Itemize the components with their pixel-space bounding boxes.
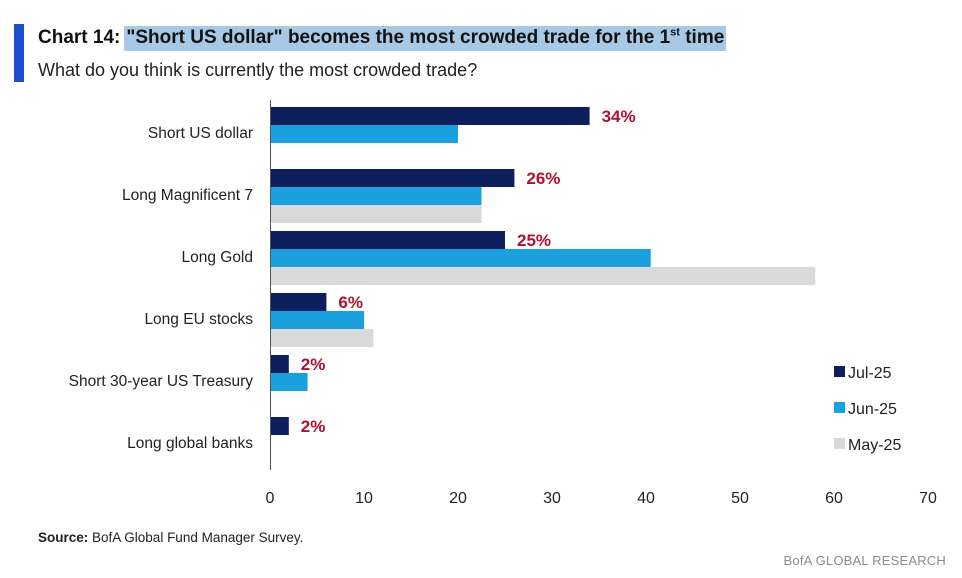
bar-may-25-3	[270, 329, 374, 347]
brand-footer: BofA GLOBAL RESEARCH	[783, 553, 946, 568]
legend-label: Jun-25	[848, 401, 897, 418]
x-tick-label: 70	[919, 490, 937, 507]
legend-swatch-jun-25	[834, 402, 845, 413]
source-label: Source:	[38, 530, 89, 545]
bar-may-25-2	[270, 267, 816, 285]
title-end: time	[679, 27, 725, 48]
data-label: 26%	[526, 169, 560, 188]
bar-jul-25-3	[270, 293, 327, 311]
title-main: "Short US dollar" becomes the most crowd…	[126, 27, 671, 48]
category-label: Short US dollar	[148, 125, 253, 142]
bar-jul-25-1	[270, 169, 515, 187]
x-tick-label: 10	[355, 490, 373, 507]
chart-subtitle: What do you think is currently the most …	[38, 60, 478, 80]
bar-jun-25-0	[270, 125, 458, 143]
data-label: 2%	[301, 417, 326, 436]
x-tick-label: 0	[266, 490, 275, 507]
data-label: 2%	[301, 355, 326, 374]
category-label: Long EU stocks	[144, 311, 253, 328]
source-text: BofA Global Fund Manager Survey.	[88, 530, 304, 545]
x-tick-label: 50	[731, 490, 749, 507]
legend-label: May-25	[848, 437, 901, 454]
bar-may-25-1	[270, 205, 482, 223]
bar-jul-25-0	[270, 107, 590, 125]
legend-label: Jul-25	[848, 365, 892, 382]
x-tick-label: 60	[825, 490, 843, 507]
bar-jun-25-4	[270, 373, 308, 391]
bar-jul-25-2	[270, 231, 505, 249]
data-label: 34%	[602, 107, 636, 126]
x-tick-label: 30	[543, 490, 561, 507]
category-label: Long Magnificent 7	[122, 187, 253, 204]
category-label: Long global banks	[127, 435, 253, 452]
category-label: Short 30-year US Treasury	[69, 373, 254, 390]
title-accent-bar	[14, 24, 24, 82]
bar-jun-25-3	[270, 311, 364, 329]
bar-jun-25-2	[270, 249, 651, 267]
source-note: Source: BofA Global Fund Manager Survey.	[38, 530, 303, 545]
title-superscript: st	[670, 26, 680, 39]
legend-swatch-may-25	[834, 438, 845, 449]
x-tick-label: 40	[637, 490, 655, 507]
legend-swatch-jul-25	[834, 366, 845, 377]
data-label: 25%	[517, 231, 551, 250]
bar-jul-25-4	[270, 355, 289, 373]
data-label: 6%	[338, 293, 363, 312]
x-tick-label: 20	[449, 490, 467, 507]
bar-jul-25-5	[270, 417, 289, 435]
title-highlight: "Short US dollar" becomes the most crowd…	[124, 26, 727, 51]
category-label: Long Gold	[181, 249, 253, 266]
bar-jun-25-1	[270, 187, 482, 205]
chart-title: Chart 14: "Short US dollar" becomes the m…	[38, 26, 727, 51]
chart-label: Chart 14:	[38, 27, 121, 48]
